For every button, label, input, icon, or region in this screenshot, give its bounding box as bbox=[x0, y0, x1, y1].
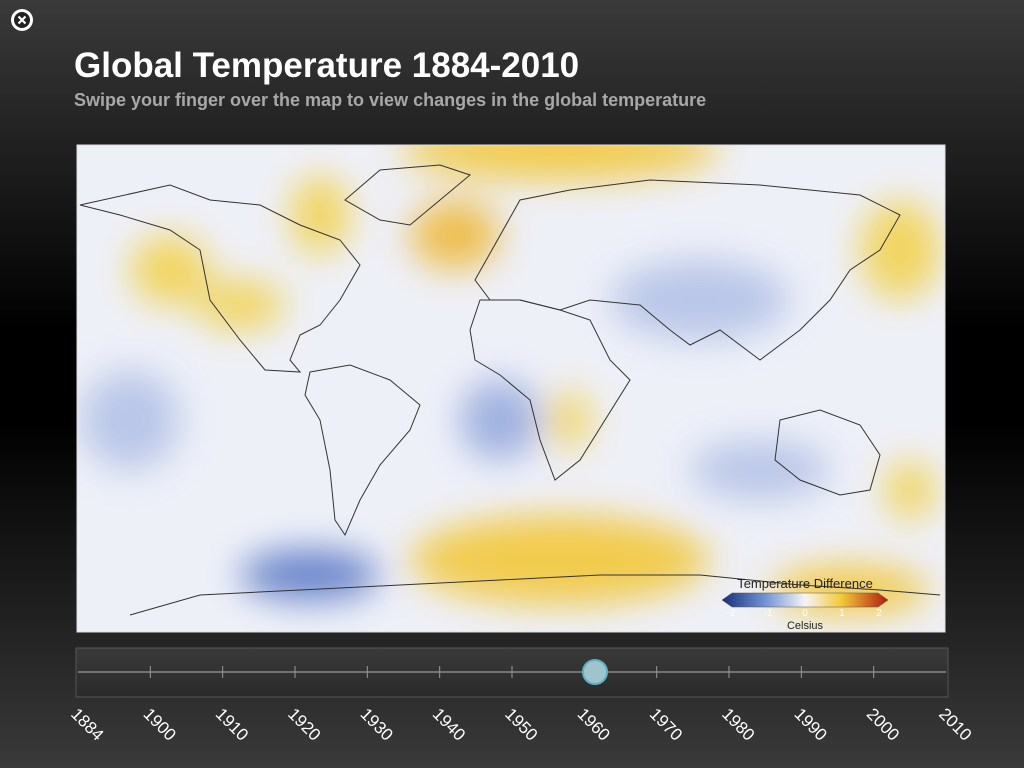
legend-tick-label: 1 bbox=[839, 608, 845, 619]
slider-label: 1980 bbox=[718, 704, 758, 744]
slider-label: 2010 bbox=[935, 704, 975, 744]
title: Global Temperature 1884-2010 bbox=[74, 46, 579, 85]
legend-tick-label: 2 bbox=[876, 608, 882, 619]
slider-label: 1990 bbox=[791, 704, 831, 744]
slider-label: 1884 bbox=[67, 704, 107, 744]
legend-title: Temperature Difference bbox=[737, 576, 873, 591]
legend-tick-label: 0 bbox=[802, 608, 808, 619]
slider-label: 1940 bbox=[429, 704, 469, 744]
slider-label: 1930 bbox=[357, 704, 397, 744]
slider-label: 2000 bbox=[863, 704, 903, 744]
legend-unit: Celsius bbox=[787, 620, 824, 632]
slider-label: 1920 bbox=[284, 704, 324, 744]
slider-label: 1960 bbox=[574, 704, 614, 744]
slider-label: 1950 bbox=[501, 704, 541, 744]
subtitle: Swipe your finger over the map to view c… bbox=[74, 90, 706, 110]
slider-label: 1970 bbox=[646, 704, 686, 744]
timeline-slider[interactable] bbox=[75, 647, 949, 698]
legend-tick-label: -1 bbox=[764, 608, 773, 619]
legend: Temperature Difference -2 -1 0 1 2 Celsius bbox=[721, 576, 889, 632]
slider-thumb[interactable] bbox=[582, 659, 608, 685]
slider-label: 1900 bbox=[140, 704, 180, 744]
map[interactable] bbox=[76, 120, 946, 633]
slider-label: 1910 bbox=[212, 704, 252, 744]
coastlines bbox=[79, 164, 941, 616]
legend-tick-label: -2 bbox=[727, 608, 736, 619]
close-button[interactable] bbox=[11, 9, 33, 31]
